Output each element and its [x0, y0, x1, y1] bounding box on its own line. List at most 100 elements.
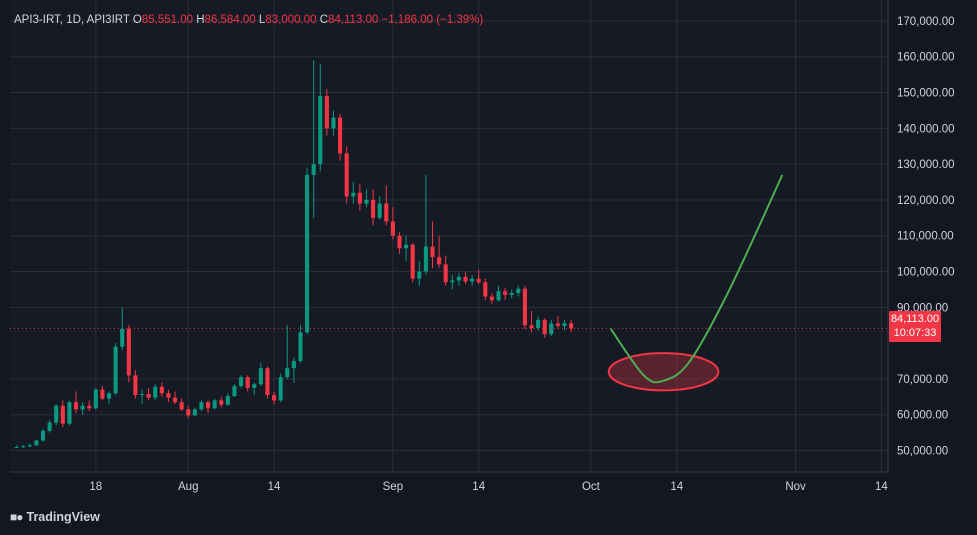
- candle-body: [371, 199, 376, 218]
- candle-body: [47, 422, 52, 431]
- candle-body: [27, 445, 32, 447]
- candle-body: [252, 384, 257, 388]
- candle-body: [331, 117, 336, 129]
- candle-body: [212, 400, 217, 409]
- x-tick-label: Aug: [178, 481, 198, 493]
- candle-body: [205, 402, 211, 409]
- brand-name: TradingView: [26, 510, 100, 524]
- candle-body: [476, 278, 481, 283]
- candle-body: [450, 280, 455, 283]
- high-label: H: [196, 14, 205, 26]
- x-tick-label: 14: [670, 481, 683, 493]
- candle-body: [318, 96, 323, 165]
- y-tick-label: 50,000.00: [897, 446, 948, 458]
- candle-body: [417, 271, 422, 279]
- candle-body: [397, 235, 402, 249]
- candle-body: [232, 386, 237, 397]
- candle-body: [40, 430, 46, 441]
- candle-body: [265, 368, 270, 396]
- candle-body: [311, 164, 316, 175]
- candle-body: [60, 405, 65, 424]
- candle-body: [186, 409, 191, 416]
- candle-body: [357, 192, 362, 204]
- highlight-ellipse: [607, 352, 720, 392]
- candle-body: [430, 246, 435, 258]
- candle-body: [351, 192, 356, 197]
- y-tick-label: 70,000.00: [897, 374, 948, 386]
- candle-body: [549, 323, 554, 335]
- candle-body: [483, 282, 488, 297]
- tradingview-logo-icon: ■●: [10, 510, 23, 524]
- y-tick-label: 170,000.00: [897, 16, 955, 28]
- x-tick-label: Sep: [383, 481, 403, 493]
- candle-body: [239, 377, 244, 387]
- candle-body: [516, 288, 521, 294]
- candle-body: [285, 368, 290, 378]
- candle-body: [146, 393, 151, 398]
- candle-body: [225, 396, 230, 405]
- candle-body: [377, 203, 382, 218]
- y-tick-label: 140,000.00: [897, 123, 955, 135]
- candle-body: [404, 244, 409, 249]
- x-tick-label: 14: [268, 481, 281, 493]
- candle-body: [536, 319, 541, 329]
- candle-body: [113, 346, 118, 394]
- tradingview-brand[interactable]: ■● TradingView: [10, 510, 100, 524]
- x-tick-label: Nov: [785, 481, 806, 493]
- high-value: 86,584.00: [204, 14, 256, 26]
- y-tick-label: 120,000.00: [897, 195, 955, 207]
- candle-body: [463, 276, 468, 282]
- candle-body: [291, 361, 296, 369]
- candle-body: [106, 393, 112, 399]
- candle-body: [364, 199, 369, 204]
- candle-body: [529, 325, 534, 329]
- candle-body: [14, 446, 19, 448]
- candle-body: [87, 405, 92, 409]
- candle-body: [384, 203, 389, 222]
- y-tick-label: 150,000.00: [897, 88, 955, 100]
- candle-body: [344, 153, 349, 197]
- candle-body: [34, 440, 39, 446]
- low-label: L: [258, 14, 266, 26]
- x-tick-label: 18: [89, 481, 102, 493]
- candle-body: [338, 117, 343, 154]
- candle-body: [120, 328, 125, 347]
- candle-body: [437, 257, 442, 265]
- candle-body: [100, 389, 105, 399]
- countdown-timer: 10:07:33: [893, 327, 937, 339]
- candle-body: [199, 402, 204, 410]
- candle-body: [166, 393, 171, 398]
- candle-body: [272, 395, 277, 401]
- candle-body: [489, 296, 494, 301]
- projection-curve: [609, 174, 784, 384]
- y-tick-label: 60,000.00: [897, 410, 948, 422]
- ohlc-legend: API3-IRT, 1D, API3IRT O85,551.00 H86,584…: [14, 14, 483, 26]
- y-tick-label: 160,000.00: [897, 52, 955, 64]
- candle-body: [172, 397, 178, 403]
- candle-body: [192, 409, 197, 416]
- x-tick-label: 14: [472, 481, 485, 493]
- candle-body: [80, 405, 85, 410]
- candle-body: [159, 386, 164, 394]
- change-value: −1,186.00 (−1.39%): [381, 14, 484, 26]
- candle-body: [179, 402, 184, 410]
- candle-body: [569, 323, 574, 329]
- candle-body: [278, 377, 283, 401]
- candle-body: [93, 389, 98, 409]
- close-value: 84,113.00: [328, 14, 379, 26]
- last-price-tag: 84,113.00 10:07:33: [889, 311, 941, 342]
- candle-body: [219, 400, 224, 405]
- candle-body: [542, 319, 547, 335]
- candle-body: [126, 328, 131, 376]
- candle-body: [443, 264, 448, 283]
- candle-body: [555, 323, 560, 326]
- candle-body: [153, 386, 158, 398]
- y-tick-label: 130,000.00: [897, 159, 955, 171]
- candle-body: [73, 402, 79, 410]
- candle-body: [423, 246, 428, 272]
- close-label: C: [319, 14, 329, 26]
- candle-body: [67, 402, 72, 424]
- x-tick-label: Oct: [582, 481, 601, 493]
- candle-body: [410, 244, 415, 279]
